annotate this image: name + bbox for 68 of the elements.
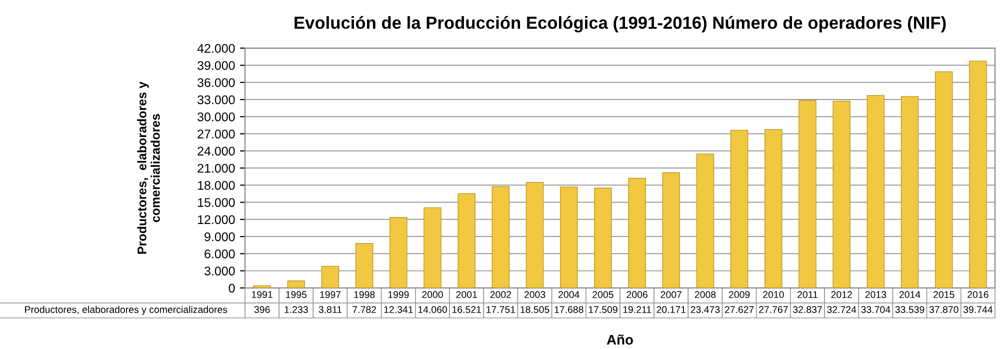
y-tick-label: 6.000 bbox=[204, 249, 235, 258]
data-label: 18.505 bbox=[520, 306, 550, 314]
data-label: 37.870 bbox=[929, 306, 958, 314]
y-tick-label: 12.000 bbox=[198, 215, 235, 224]
y-tick-label: 21.000 bbox=[198, 164, 235, 173]
x-axis-title: Año bbox=[606, 334, 633, 345]
data-label: 1.233 bbox=[284, 306, 308, 314]
y-tick-label: 0 bbox=[228, 284, 235, 293]
bar bbox=[594, 188, 612, 288]
chart-title: Evolución de la Producción Ecológica (1991-2016) Número de operadores (NIF) bbox=[294, 16, 946, 32]
x-tick-label: 2007 bbox=[660, 291, 682, 298]
data-label: 17.751 bbox=[486, 306, 516, 314]
x-tick-label: 1991 bbox=[252, 291, 272, 298]
y-tick-label: 18.000 bbox=[198, 180, 235, 190]
x-tick-label: 2001 bbox=[456, 291, 477, 298]
y-tick-label: 3.000 bbox=[204, 266, 235, 276]
data-label: 17.688 bbox=[554, 306, 584, 314]
y-tick-label: 15.000 bbox=[198, 198, 235, 207]
y-tick-label: 39.000 bbox=[198, 61, 235, 70]
y-tick-label: 30.000 bbox=[198, 112, 235, 122]
bar bbox=[934, 71, 953, 288]
data-label: 3.811 bbox=[318, 306, 342, 314]
data-label: 27.767 bbox=[759, 306, 788, 314]
data-label: 33.704 bbox=[861, 306, 890, 314]
data-label: 32.837 bbox=[793, 306, 822, 314]
x-tick-label: 2010 bbox=[763, 291, 784, 298]
x-tick-label: 2016 bbox=[968, 291, 988, 298]
x-tick-label: 2012 bbox=[831, 291, 852, 298]
data-label: 19.211 bbox=[623, 306, 652, 314]
bar bbox=[560, 186, 578, 288]
y-tick-label: 27.000 bbox=[198, 130, 235, 138]
data-label: 20.171 bbox=[656, 306, 686, 314]
x-tick-label: 1999 bbox=[388, 291, 409, 298]
data-label: 32.724 bbox=[827, 306, 856, 314]
data-label: 396 bbox=[254, 306, 270, 314]
text: Productores, elaboradores y comercializadores bbox=[25, 306, 228, 315]
x-tick-label: 1997 bbox=[320, 291, 341, 298]
x-tick-label: 2015 bbox=[934, 291, 954, 298]
data-label: 17.509 bbox=[588, 306, 618, 314]
x-tick-label: 2013 bbox=[865, 291, 886, 298]
x-tick-label: 2011 bbox=[798, 291, 818, 298]
x-tick-label: 2008 bbox=[694, 291, 716, 298]
x-tick-label: 2006 bbox=[626, 291, 648, 298]
x-tick-label: 2003 bbox=[524, 291, 546, 298]
y-tick-label: 42.000 bbox=[197, 44, 235, 53]
data-label: 27.627 bbox=[724, 306, 754, 314]
data-label: 7.782 bbox=[352, 306, 376, 314]
y-tick-label: 9.000 bbox=[204, 232, 235, 242]
bar bbox=[969, 60, 987, 288]
data-label: 23.473 bbox=[690, 306, 720, 314]
data-label: 12.341 bbox=[384, 306, 413, 314]
bar bbox=[287, 280, 306, 288]
x-tick-label: 2009 bbox=[728, 291, 750, 298]
x-tick-label: 2002 bbox=[490, 291, 512, 298]
data-label: 39.744 bbox=[963, 306, 993, 314]
x-tick-label: 1995 bbox=[286, 291, 307, 298]
x-tick-label: 2000 bbox=[422, 291, 443, 298]
x-tick-label: 1998 bbox=[354, 291, 375, 298]
x-tick-label: 2014 bbox=[899, 291, 920, 298]
data-label: 33.539 bbox=[895, 306, 924, 314]
x-tick-label: 2004 bbox=[558, 291, 580, 298]
x-tick-label: 2005 bbox=[592, 291, 614, 298]
y-axis-title: Productores, elaboradores y comercializadores bbox=[137, 82, 160, 254]
data-label: 14.060 bbox=[418, 306, 447, 314]
data-label: 16.521 bbox=[452, 306, 481, 314]
y-tick-label: 33.000 bbox=[198, 95, 235, 104]
y-tick-label: 24.000 bbox=[198, 146, 235, 156]
y-tick-label: 36.000 bbox=[198, 78, 235, 88]
